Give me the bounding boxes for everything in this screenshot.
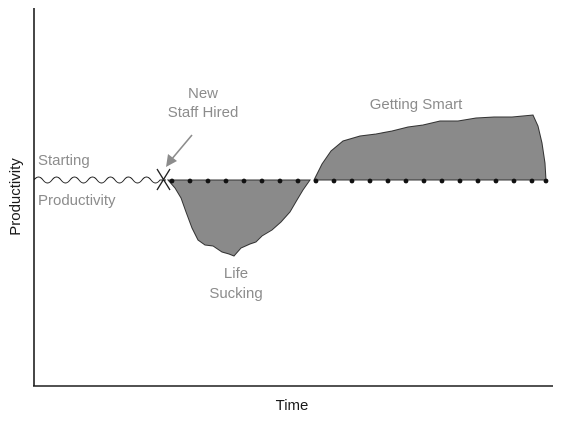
life-sucking-dip-region [166,179,311,257]
getting-smart-label: Getting Smart [370,96,463,113]
starting-productivity-line [33,176,166,184]
new-staff-arrow-icon [166,134,193,167]
baseline-dots [169,178,549,184]
new-staff-label-line2: Staff Hired [168,104,239,121]
hire-point-x-icon [156,168,171,191]
new-staff-label-line1: New [188,85,218,102]
x-axis-label: Time [276,397,309,414]
getting-smart-region [313,114,547,181]
life-sucking-label-line2: Sucking [209,285,262,302]
starting-label-line1: Starting [38,152,90,169]
y-axis-label: Productivity [7,158,24,236]
starting-label-line2: Productivity [38,192,116,209]
life-sucking-label-line1: Life [224,265,248,282]
